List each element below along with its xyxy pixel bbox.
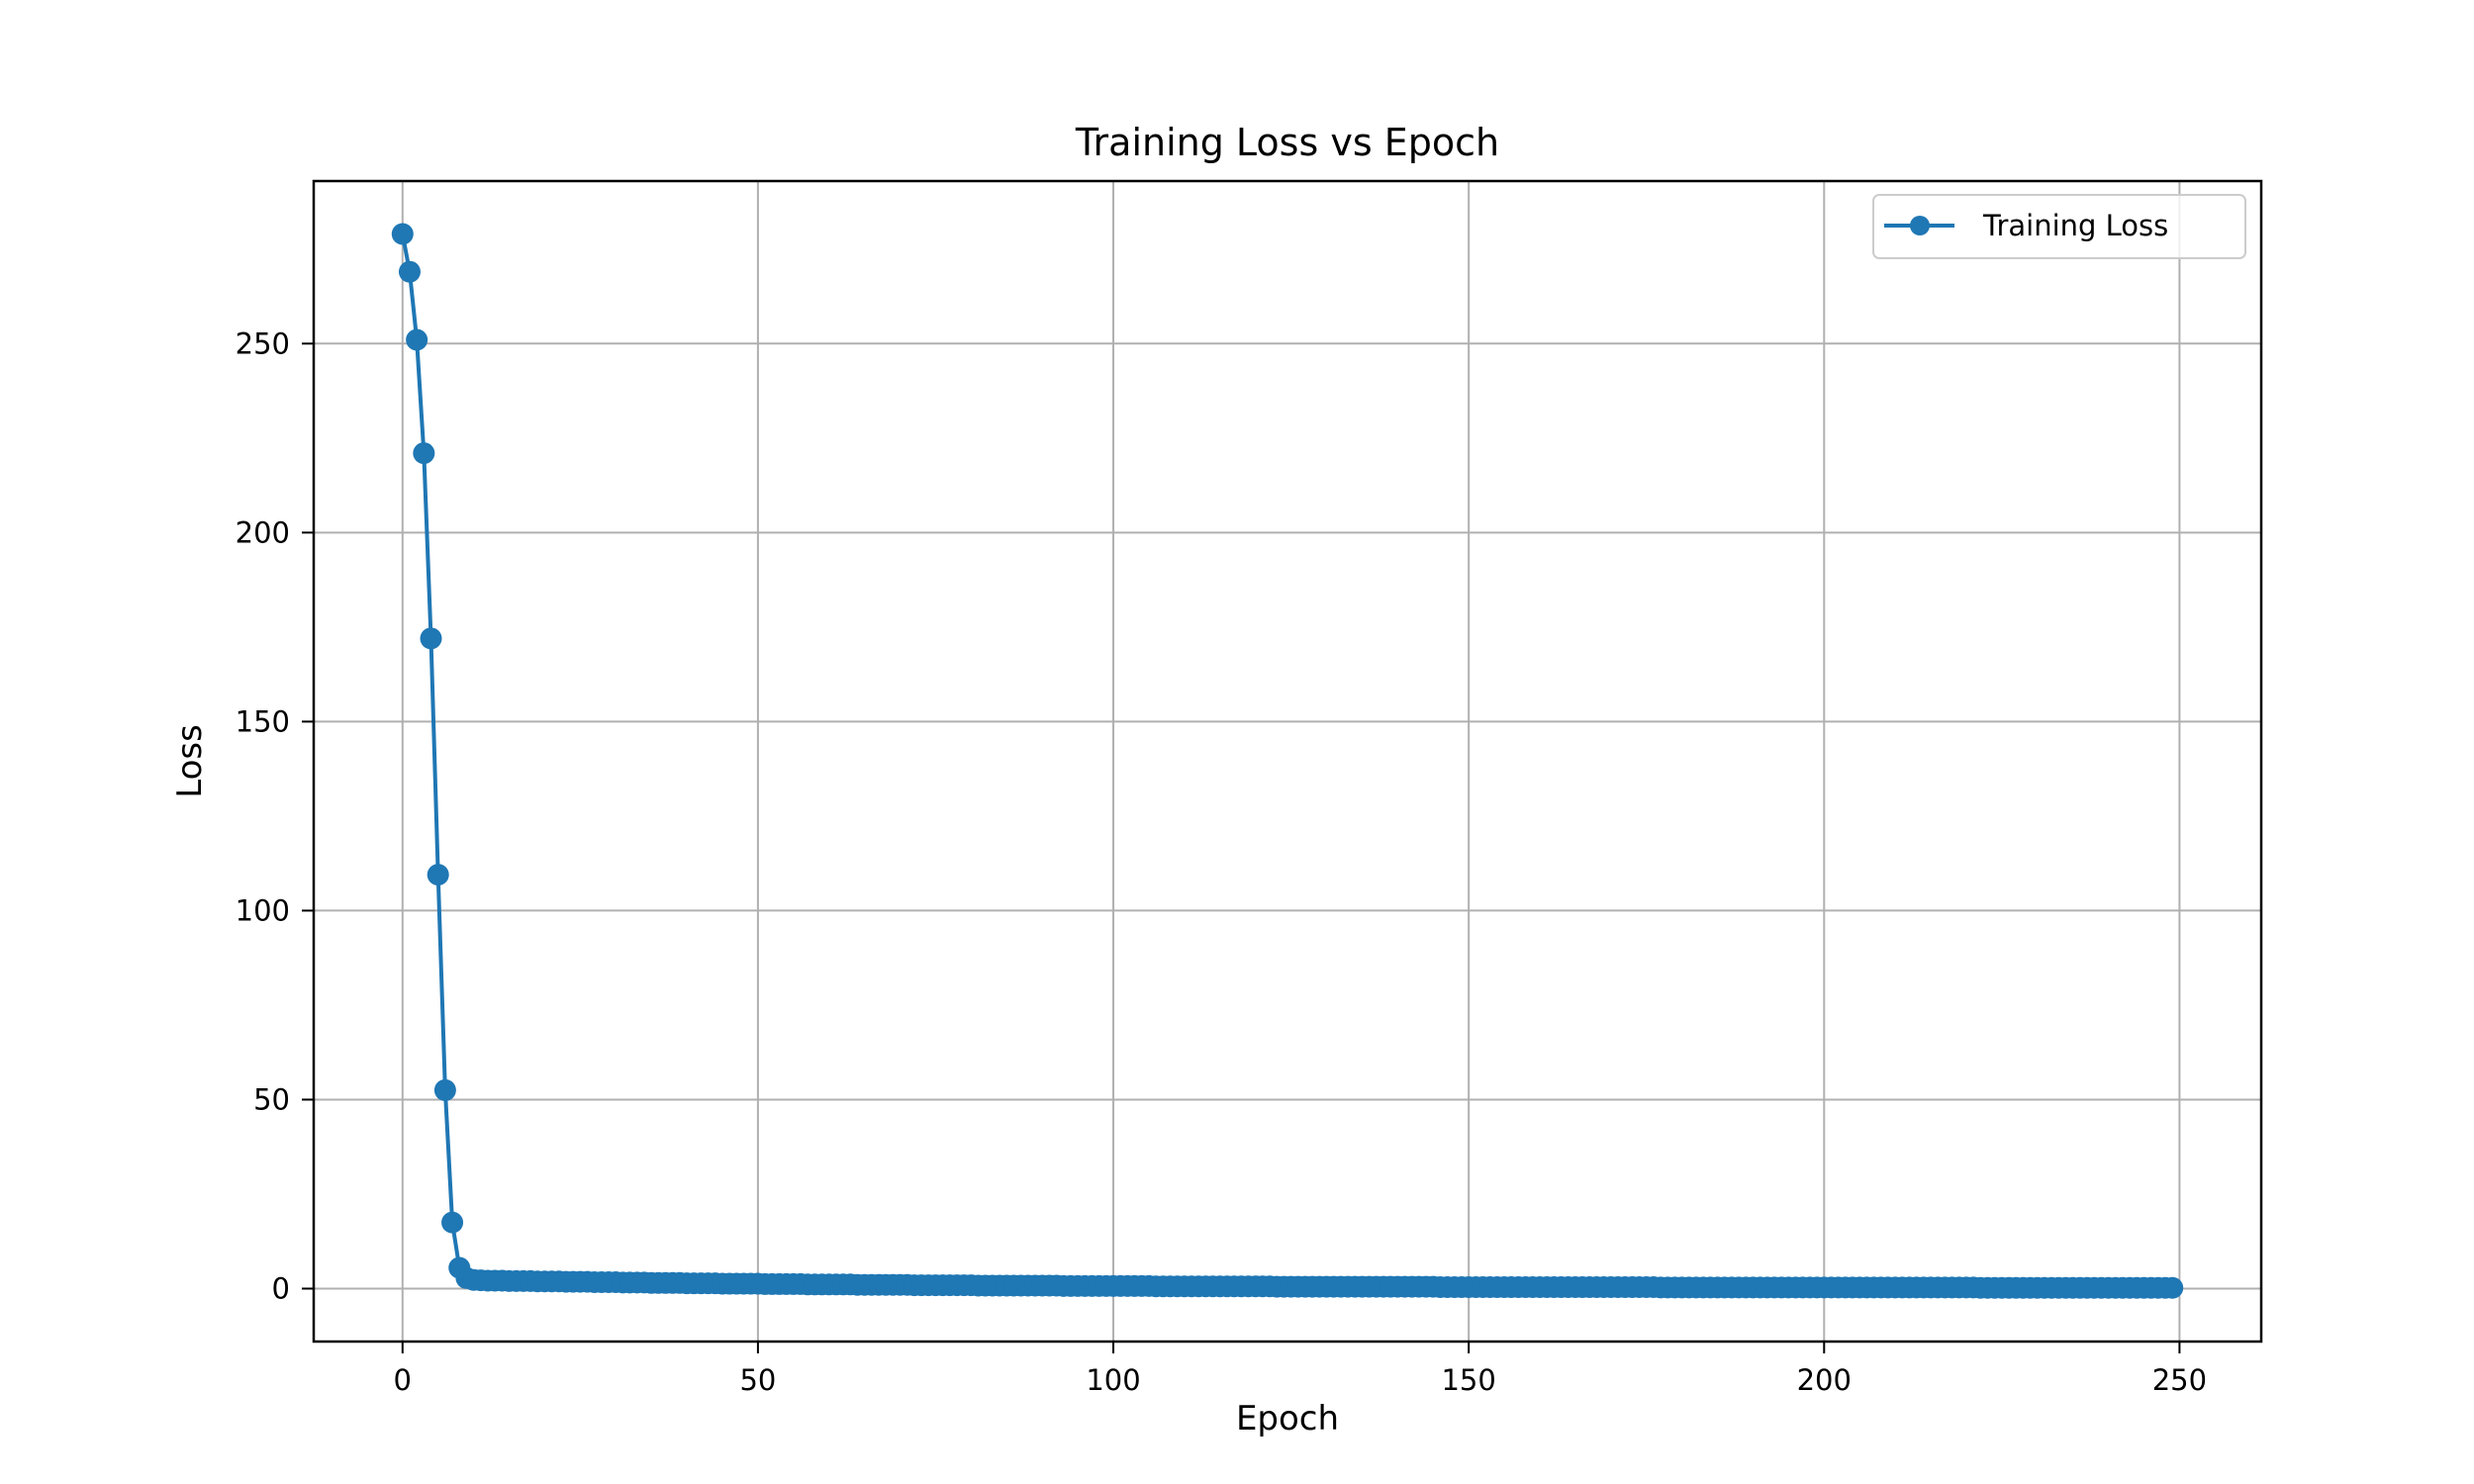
data-point [433, 1078, 456, 1101]
data-point [420, 627, 442, 650]
data-point [413, 442, 435, 465]
series-layer [391, 223, 2184, 1299]
data-point [391, 223, 414, 245]
legend: Training Loss [1872, 194, 2246, 259]
data-point [427, 864, 449, 886]
x-tick-label: 100 [1086, 1363, 1140, 1397]
data-point [441, 1211, 464, 1234]
y-tick-label: 200 [236, 515, 290, 549]
data-point [406, 328, 428, 351]
chart-title: Training Loss vs Epoch [1075, 121, 1499, 164]
x-tick-label: 200 [1797, 1363, 1852, 1397]
x-tick-label: 150 [1441, 1363, 1495, 1397]
x-tick-label: 250 [2152, 1363, 2207, 1397]
legend-entry-training-loss: Training Loss [1982, 209, 2168, 242]
y-tick-label: 250 [236, 326, 290, 360]
x-tick-label: 50 [739, 1363, 776, 1397]
y-tick-label: 100 [236, 893, 290, 927]
data-point [398, 260, 421, 283]
y-tick-label: 0 [272, 1272, 290, 1306]
ticks: 0 50 100 150 200 250 0 50 100 150 200 250 [236, 326, 2207, 1397]
legend-box [1872, 194, 2246, 259]
axes-frame [312, 179, 2263, 1344]
y-tick-label: 150 [236, 704, 290, 738]
y-axis-label: Loss [170, 724, 210, 798]
x-axis-label: Epoch [1236, 1399, 1339, 1438]
x-tick-label: 0 [394, 1363, 412, 1397]
data-point [2161, 1276, 2184, 1299]
legend-marker-swatch [1910, 216, 1930, 235]
y-tick-label: 50 [253, 1082, 290, 1116]
